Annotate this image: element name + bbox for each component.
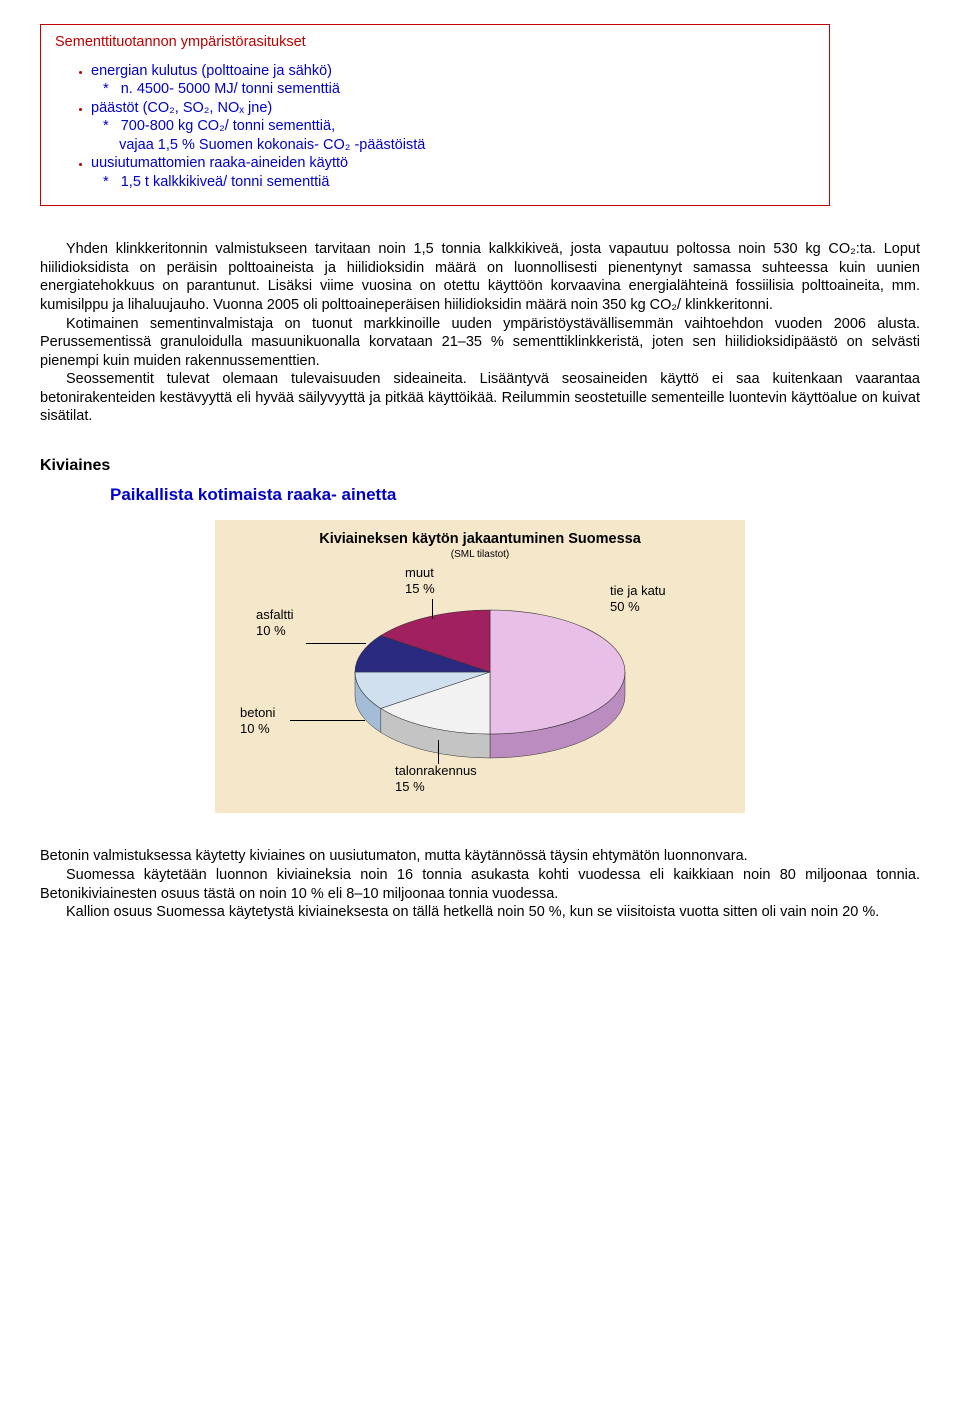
pie-chart-container: Kiviaineksen käytön jakaantuminen Suomes… xyxy=(215,520,745,813)
chart-subtitle: (SML tilastot) xyxy=(225,549,735,562)
box-item: energian kulutus (polttoaine ja sähkö) *… xyxy=(91,62,815,99)
chart-slice-label: muut15 % xyxy=(405,565,435,596)
box-list: energian kulutus (polttoaine ja sähkö) *… xyxy=(55,62,815,192)
info-box: Sementtituotannon ympäristörasitukset en… xyxy=(40,24,830,206)
leader-line xyxy=(432,599,433,619)
leader-line xyxy=(290,720,365,721)
paragraph: Betonin valmistuksessa käytetty kiviaine… xyxy=(40,847,920,866)
chart-slice-label: tie ja katu50 % xyxy=(610,583,666,614)
chart-area: tie ja katu50 % muut15 % asfaltti10 % beton… xyxy=(230,565,730,795)
chart-slice-label: betoni10 % xyxy=(240,705,275,736)
box-item-label: energian kulutus (polttoaine ja sähkö) xyxy=(91,63,332,79)
body-block-2: Betonin valmistuksessa käytetty kiviaine… xyxy=(40,847,920,921)
box-item: uusiutumattomien raaka-aineiden käyttö *… xyxy=(91,154,815,191)
section-subheading: Paikallista kotimaista raaka- ainetta xyxy=(110,484,920,506)
box-item-label: uusiutumattomien raaka-aineiden käyttö xyxy=(91,155,348,171)
leader-line xyxy=(306,643,366,644)
body-block-1: Yhden klinkkeritonnin valmistukseen tarv… xyxy=(40,240,920,425)
section-heading: Kiviaines xyxy=(40,456,920,476)
chart-title: Kiviaineksen käytön jakaantuminen Suomes… xyxy=(225,530,735,549)
box-item-sub: * 700-800 kg CO₂/ tonni sementtiä, vajaa… xyxy=(103,117,815,154)
leader-line xyxy=(438,740,439,764)
paragraph: Yhden klinkkeritonnin valmistukseen tarv… xyxy=(40,240,920,314)
chart-slice-label: asfaltti10 % xyxy=(256,607,294,638)
paragraph: Seossementit tulevat olemaan tulevaisuud… xyxy=(40,370,920,426)
pie-svg xyxy=(340,600,640,770)
box-item-sub: * 1,5 t kalkkikiveä/ tonni sementtiä xyxy=(103,173,815,192)
paragraph: Kotimainen sementinvalmistaja on tuonut … xyxy=(40,315,920,371)
paragraph: Kallion osuus Suomessa käytetystä kiviai… xyxy=(40,903,920,922)
box-item-sub: * n. 4500- 5000 MJ/ tonni sementtiä xyxy=(103,80,815,99)
paragraph: Suomessa käytetään luonnon kiviaineksia … xyxy=(40,866,920,903)
box-item: päästöt (CO₂, SO₂, NOₓ jne) * 700-800 kg… xyxy=(91,99,815,155)
box-title: Sementtituotannon ympäristörasitukset xyxy=(55,33,815,52)
chart-slice-label: talonrakennus15 % xyxy=(395,763,477,794)
box-item-label: päästöt (CO₂, SO₂, NOₓ jne) xyxy=(91,100,272,116)
